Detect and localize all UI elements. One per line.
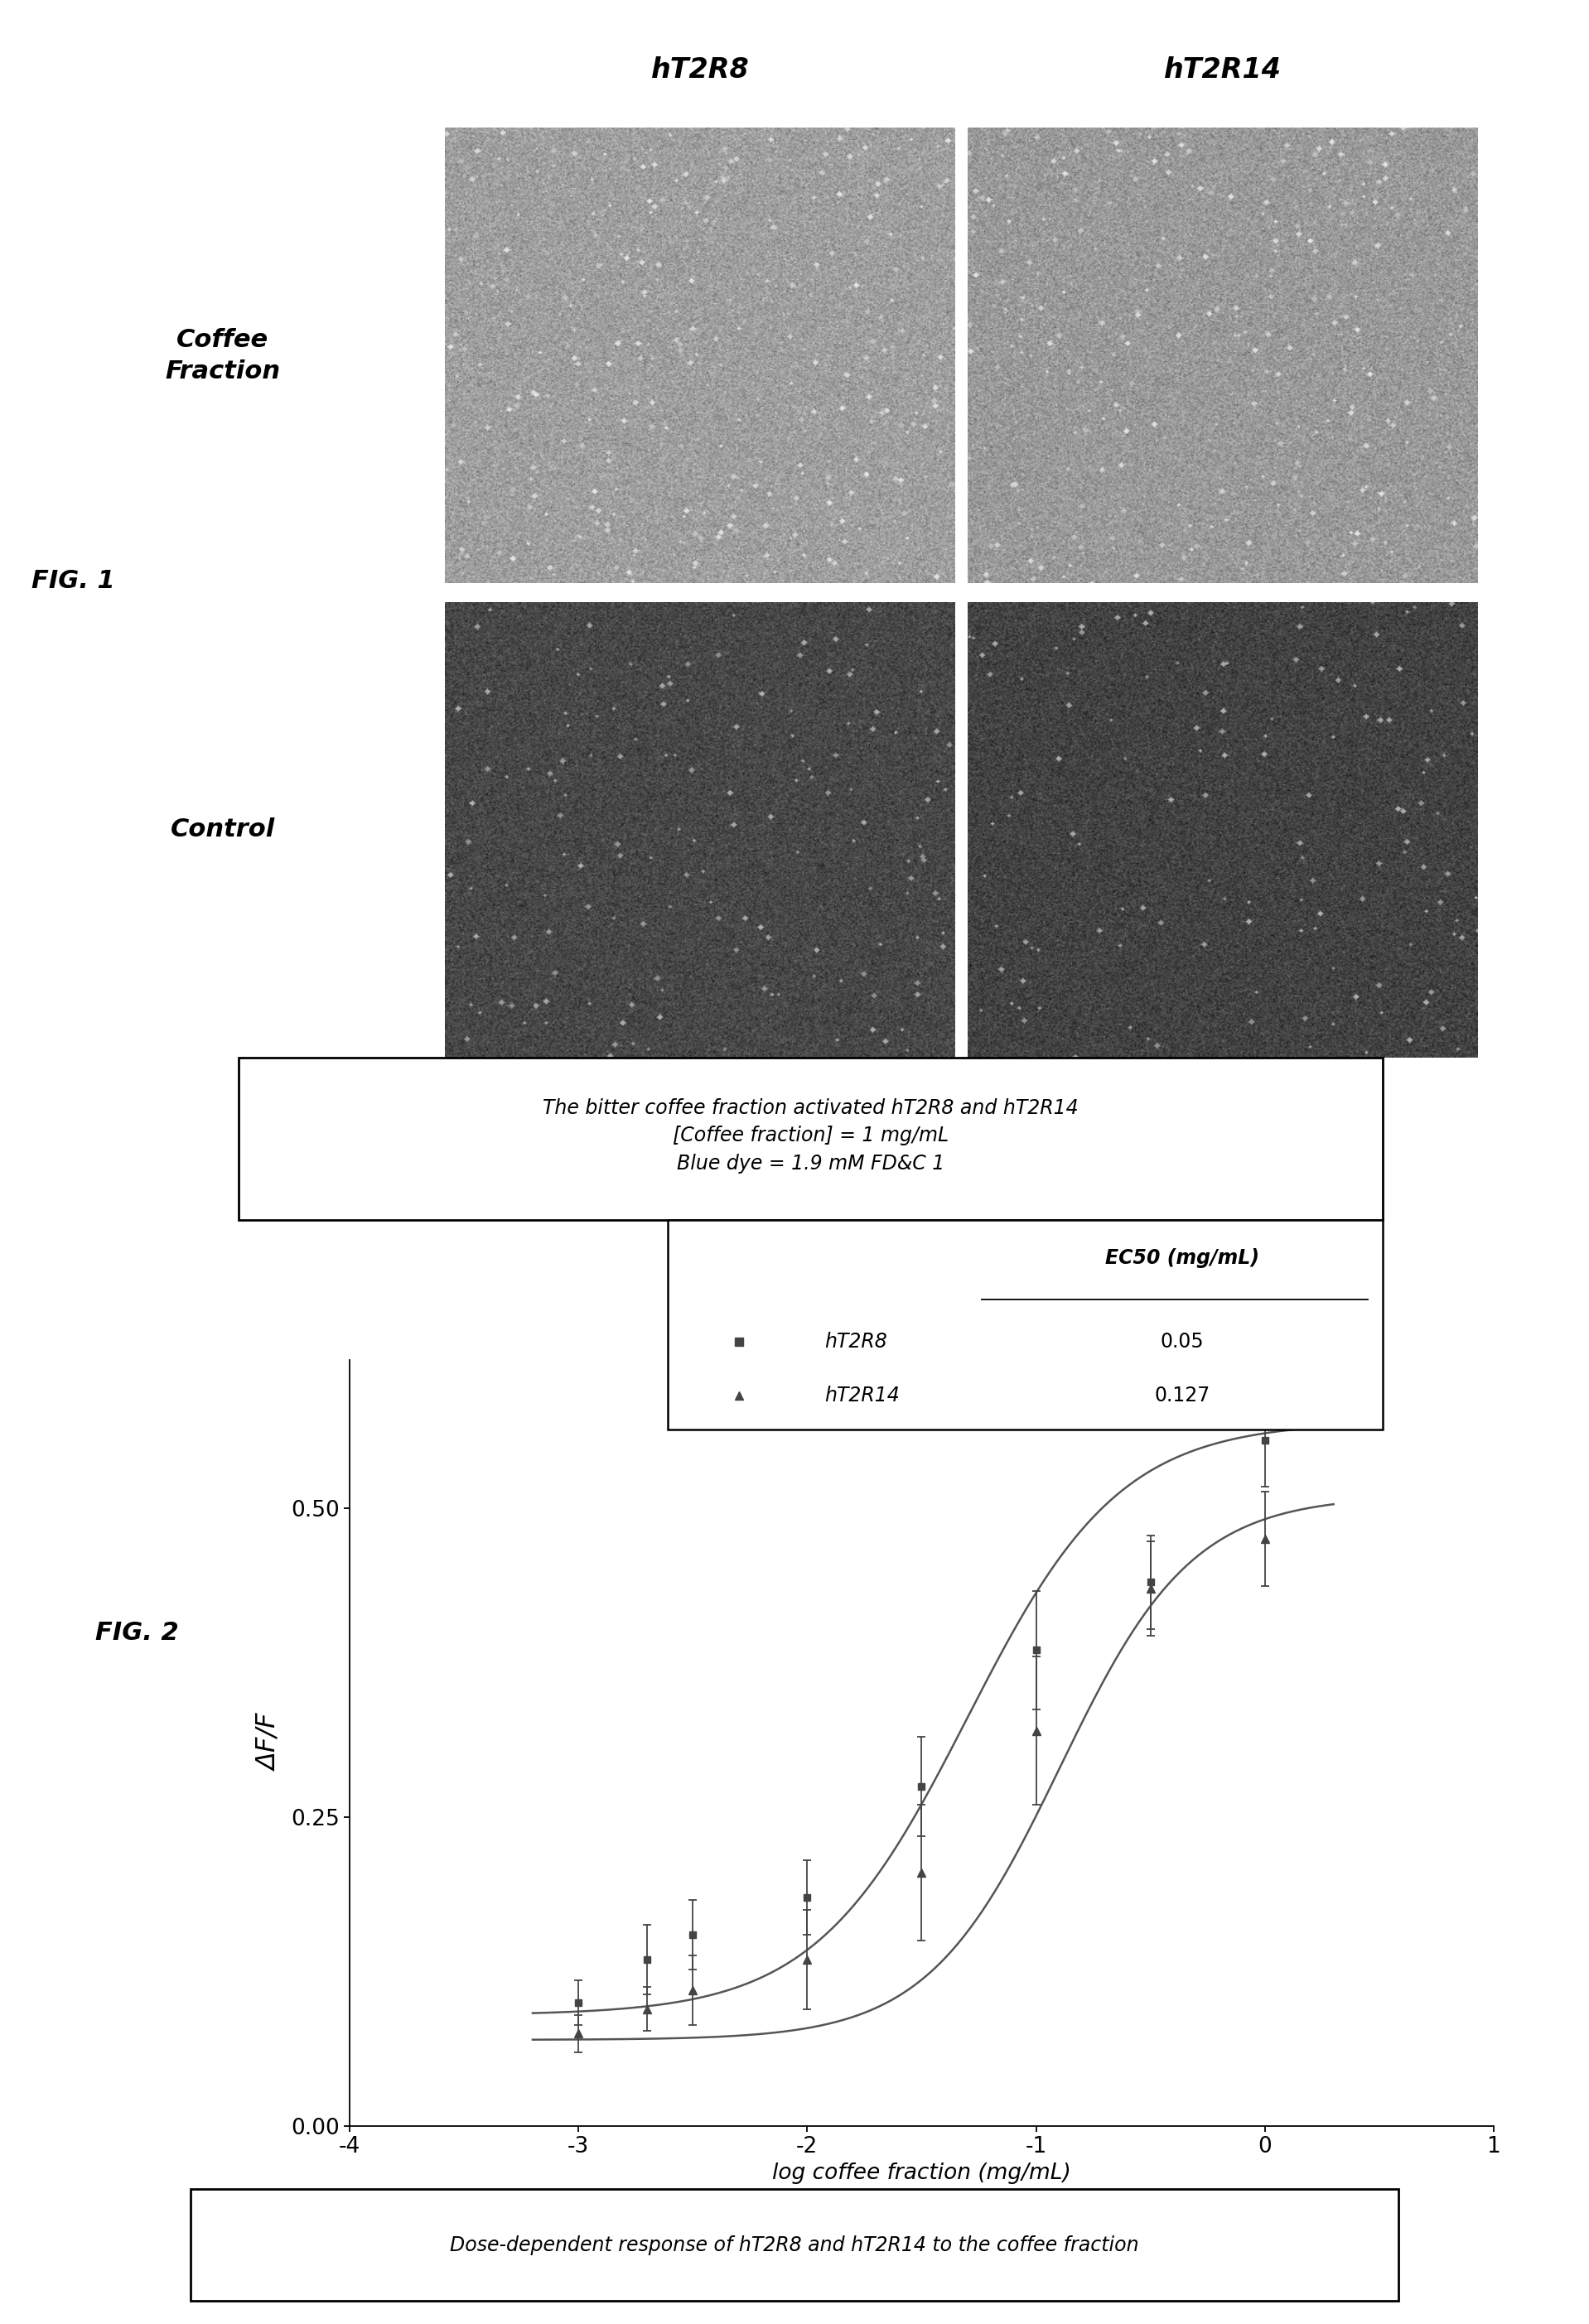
X-axis label: log coffee fraction (mg/mL): log coffee fraction (mg/mL) xyxy=(772,2161,1071,2185)
FancyBboxPatch shape xyxy=(238,1057,1382,1220)
FancyBboxPatch shape xyxy=(667,1220,1382,1429)
Text: Coffee
Fraction: Coffee Fraction xyxy=(165,328,280,383)
Text: FIG. 1: FIG. 1 xyxy=(32,569,116,593)
Text: Control: Control xyxy=(170,818,275,841)
Text: Dose-dependent response of hT2R8 and hT2R14 to the coffee fraction: Dose-dependent response of hT2R8 and hT2… xyxy=(450,2236,1139,2254)
Text: 0.05: 0.05 xyxy=(1160,1332,1204,1350)
Y-axis label: ΔF/F: ΔF/F xyxy=(256,1715,281,1771)
Text: hT2R8: hT2R8 xyxy=(825,1332,887,1350)
Text: FIG. 2: FIG. 2 xyxy=(95,1620,180,1645)
Text: 0.127: 0.127 xyxy=(1154,1385,1211,1406)
Text: The bitter coffee fraction activated hT2R8 and hT2R14
[Coffee fraction] = 1 mg/m: The bitter coffee fraction activated hT2… xyxy=(542,1097,1079,1174)
Text: hT2R8: hT2R8 xyxy=(651,56,748,84)
FancyBboxPatch shape xyxy=(191,2189,1398,2301)
Text: hT2R14: hT2R14 xyxy=(825,1385,899,1406)
Text: hT2R14: hT2R14 xyxy=(1163,56,1282,84)
Text: EC50 (mg/mL): EC50 (mg/mL) xyxy=(1106,1248,1258,1267)
